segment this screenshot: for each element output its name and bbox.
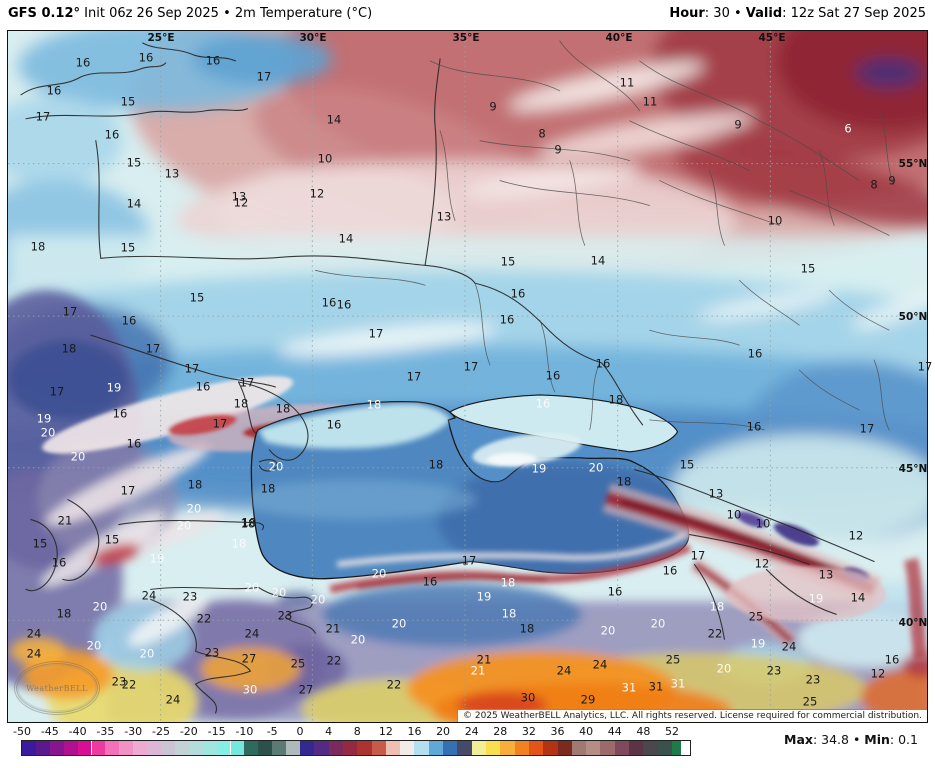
- scale-tick-label: 32: [521, 725, 536, 738]
- scale-tick-label: 44: [607, 725, 622, 738]
- scale-tick-label: -45: [40, 725, 59, 738]
- scale-segment: [586, 741, 601, 755]
- scale-segment: [371, 741, 386, 755]
- valid-label: Valid: [745, 6, 783, 21]
- scale-tick-label: 28: [493, 725, 508, 738]
- scale-segment: [471, 741, 486, 755]
- scale-segment: [485, 741, 501, 755]
- max-value: : 34.8: [812, 732, 849, 747]
- max-label: Max: [784, 732, 813, 747]
- scale-tick-label: 12: [378, 725, 393, 738]
- scale-tick-label: 8: [353, 725, 361, 738]
- scale-segment: [600, 741, 615, 755]
- scale-segment: [300, 741, 315, 755]
- scale-segment: [643, 741, 658, 755]
- min-value: : 0.1: [889, 732, 918, 747]
- color-bar: [21, 740, 691, 756]
- scale-segment: [119, 741, 134, 755]
- scale-segment: [400, 741, 415, 755]
- scale-segment: [629, 741, 644, 755]
- temperature-field: [8, 31, 927, 722]
- scale-segment: [244, 741, 259, 755]
- separator: •: [729, 6, 746, 21]
- scale-tick-label: -10: [235, 725, 254, 738]
- scale-segment: [49, 741, 64, 755]
- scale-tick-label: 16: [407, 725, 422, 738]
- valid-time: Hour: 30 • Valid: 12z Sat 27 Sep 2025: [669, 6, 926, 21]
- scale-segment: [457, 741, 472, 755]
- scale-segment: [357, 741, 372, 755]
- hour-value: : 30: [704, 6, 730, 21]
- scale-tick-label: -25: [152, 725, 170, 738]
- scale-segment: [342, 741, 358, 755]
- scale-segment: [63, 741, 78, 755]
- scale-overflow-segment: [671, 741, 681, 755]
- valid-value: : 12z Sat 27 Sep 2025: [782, 6, 926, 21]
- color-scale: -50 -45 -40 -35 -30 -25 -20 -15 -10 -5 0 4 8 12 16 20 24…: [0, 723, 935, 768]
- scale-segment: [428, 741, 444, 755]
- scale-segment: [35, 741, 50, 755]
- scale-segment: [202, 741, 217, 755]
- scale-segment: [657, 741, 672, 755]
- scale-segment: [286, 741, 300, 755]
- scale-tick-label: 4: [325, 725, 333, 738]
- scale-segment: [133, 741, 148, 755]
- scale-tick-label: -50: [13, 725, 31, 738]
- scale-segment: [500, 741, 515, 755]
- scale-tick-label: 40: [579, 725, 594, 738]
- scale-segment: [272, 741, 287, 755]
- scale-tick-label: -30: [124, 725, 143, 738]
- model-name: GFS 0.12°: [8, 6, 81, 21]
- init-time: Init 06z 26 Sep 2025 • 2m Temperature (°…: [80, 6, 373, 21]
- scale-segment: [174, 741, 189, 755]
- scale-segment: [514, 741, 529, 755]
- scale-tick-label: 0: [296, 725, 304, 738]
- scale-tick-label: 52: [664, 725, 679, 738]
- scale-segment: [216, 741, 231, 755]
- scale-tick-label: 48: [636, 725, 651, 738]
- scale-segment: [571, 741, 587, 755]
- scale-segment: [147, 741, 161, 755]
- scale-tick-label: -15: [207, 725, 226, 738]
- scale-tick-label: 24: [464, 725, 479, 738]
- map-title: GFS 0.12° Init 06z 26 Sep 2025 • 2m Temp…: [8, 6, 372, 21]
- min-label: Min: [864, 732, 890, 747]
- scale-segment: [543, 741, 558, 755]
- scale-segment: [557, 741, 572, 755]
- scale-tick-label: -35: [96, 725, 115, 738]
- weatherbell-watermark: WeatherBELL: [14, 661, 100, 715]
- scale-segment: [161, 741, 175, 755]
- hour-label: Hour: [669, 6, 705, 21]
- scale-segment: [77, 741, 92, 755]
- scale-tick-label: 36: [550, 725, 565, 738]
- scale-segment: [105, 741, 120, 755]
- scale-segment: [328, 741, 343, 755]
- scale-segment: [258, 741, 273, 755]
- scale-tick-label: 20: [436, 725, 451, 738]
- scale-segment: [22, 741, 36, 755]
- watermark-text: WeatherBELL: [26, 683, 88, 693]
- separator: •: [848, 732, 865, 747]
- max-min-readout: Max: 34.8 • Min: 0.1: [784, 732, 918, 747]
- scale-segment: [614, 741, 630, 755]
- scale-tick-label: -40: [68, 725, 87, 738]
- scale-segment: [188, 741, 203, 755]
- scale-segment: [314, 741, 329, 755]
- scale-tick-label: -5: [266, 725, 278, 738]
- copyright-notice: © 2025 WeatherBELL Analytics, LLC. All r…: [457, 709, 927, 722]
- scale-segment: [385, 741, 401, 755]
- scale-segment: [230, 741, 245, 755]
- scale-tick-label: -20: [179, 725, 198, 738]
- scale-segment: [443, 741, 458, 755]
- map-canvas: 25°E 30°E 35°E 40°E 45°E 55°N 50°N 45°N 40°N 16 1…: [7, 30, 932, 723]
- scale-segment: [414, 741, 429, 755]
- scale-segment: [528, 741, 544, 755]
- scale-segment: [91, 741, 106, 755]
